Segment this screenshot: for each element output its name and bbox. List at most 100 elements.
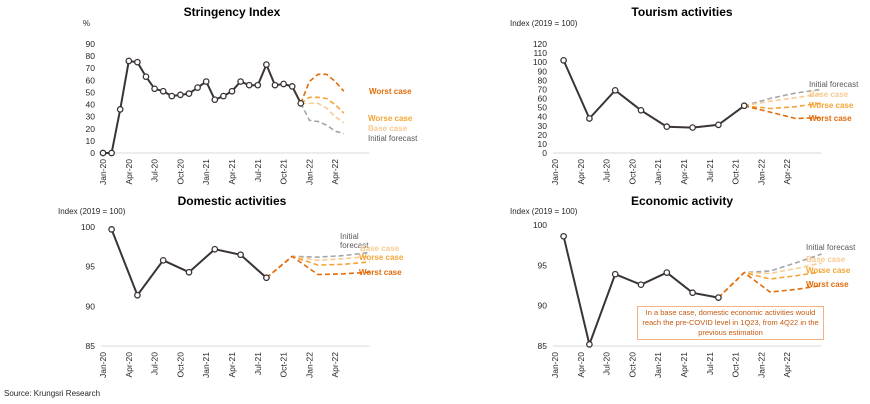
y-tick-label: 90 [86,301,96,311]
x-tick-label: Jan-22 [304,352,314,378]
economic-annotation: In a base case, domestic economic activi… [637,306,824,340]
data-point [611,86,619,94]
x-tick-label: Apr-21 [227,352,237,378]
y-tick-label: 10 [538,139,548,149]
series-label: Worst case [806,280,849,289]
data-point [611,270,619,278]
data-point [99,149,107,157]
data-point [689,124,696,131]
x-tick-label: Jan-22 [756,159,766,185]
data-point [245,81,253,89]
series-label: Initial [340,232,359,241]
y-tick-label: 60 [538,94,548,104]
data-point [715,121,722,129]
data-point [151,85,158,93]
series-label: Base case [368,124,408,133]
series-label: Initial forecast [809,80,859,89]
series-line-initial-forecast [743,88,822,107]
x-tick-label: Oct-20 [627,159,637,185]
data-point [108,149,115,157]
y-tick-label: 50 [538,103,548,113]
x-tick-label: Jul-21 [705,159,715,182]
y-tick-label: 80 [538,75,548,85]
series-line-actual [562,59,745,129]
x-tick-label: Jul-20 [602,352,612,375]
series-line-actual [103,59,302,154]
y-tick-label: 20 [538,130,548,140]
x-tick-label: Jan-20 [98,352,108,378]
data-point [194,84,201,91]
x-tick-label: Jan-21 [201,159,211,185]
data-point [280,80,287,88]
x-tick-label: Jan-20 [550,159,560,185]
series-line-base-case [744,93,822,107]
data-point [560,56,567,64]
y-tick-label: 50 [86,87,96,97]
x-tick-label: Jul-21 [253,159,263,182]
series-line-worse-case [744,102,822,110]
x-tick-label: Jan-20 [550,352,560,378]
y-tick-label: 70 [86,63,96,73]
y-tick-label: 100 [81,222,95,232]
x-tick-label: Apr-20 [576,159,586,185]
chart-panel-4: Economic activity Index (2019 = 100) 85 90 9… [510,194,856,378]
x-tick-label: Oct-21 [731,159,741,185]
data-point [637,281,645,289]
x-tick-label: Oct-21 [279,352,289,378]
series-line-worst-case [744,105,822,120]
x-tick-label: Oct-20 [175,159,185,185]
x-tick-label: Jul-21 [253,352,263,375]
x-tick-label: Jul-21 [705,352,715,375]
y-tick-label: 85 [86,341,96,351]
y-tick-label: 110 [533,48,547,58]
data-point [297,99,305,107]
series-label: Worse case [359,253,404,262]
x-tick-label: Apr-22 [330,352,340,378]
y-tick-label: 95 [86,262,96,272]
series-line-worst-case [265,255,370,279]
y-tick-label: 30 [86,112,96,122]
data-point [263,274,270,282]
data-point [263,61,270,68]
x-tick-label: Jan-21 [653,159,663,185]
series-line-base-case [265,255,370,279]
data-point [185,90,193,98]
chart-panel-2: Tourism activities Index (2019 = 100) 0102… [510,5,859,185]
series-line-worst-case [717,271,822,299]
data-point [586,341,593,348]
x-tick-label: Apr-20 [124,159,134,185]
data-point [228,87,236,95]
y-tick-label: 40 [86,100,96,110]
y-tick-label: 60 [86,75,96,85]
x-tick-label: Apr-22 [782,352,792,378]
x-tick-label: Apr-20 [124,352,134,378]
x-tick-label: Oct-20 [627,352,637,378]
x-tick-label: Apr-20 [576,352,586,378]
series-label: Initial forecast [368,134,418,143]
x-tick-label: Jul-20 [150,159,160,182]
data-point [159,87,167,95]
y-tick-label: 80 [86,51,96,61]
data-point [715,294,722,301]
chart-title: Domestic activities [178,194,287,208]
y-axis-unit: Index (2019 = 100) [510,207,578,216]
series-label: Worst case [369,87,412,96]
series-label: Base case [809,90,849,99]
data-point [134,291,141,299]
data-point [211,96,219,104]
x-tick-label: Jul-20 [150,352,160,375]
x-tick-label: Jan-22 [756,352,766,378]
y-tick-label: 90 [538,66,548,76]
series-line-worse-case [265,255,370,279]
x-tick-label: Jan-21 [653,352,663,378]
series-line-base-case [300,102,345,124]
y-tick-label: 0 [90,148,95,158]
data-point [271,81,279,89]
y-axis-unit: % [83,19,90,28]
y-tick-label: 40 [538,112,548,122]
y-tick-label: 70 [538,84,548,94]
data-point [108,226,115,233]
y-tick-label: 10 [86,136,96,146]
data-point [663,123,671,131]
x-tick-label: Jan-20 [98,159,108,185]
